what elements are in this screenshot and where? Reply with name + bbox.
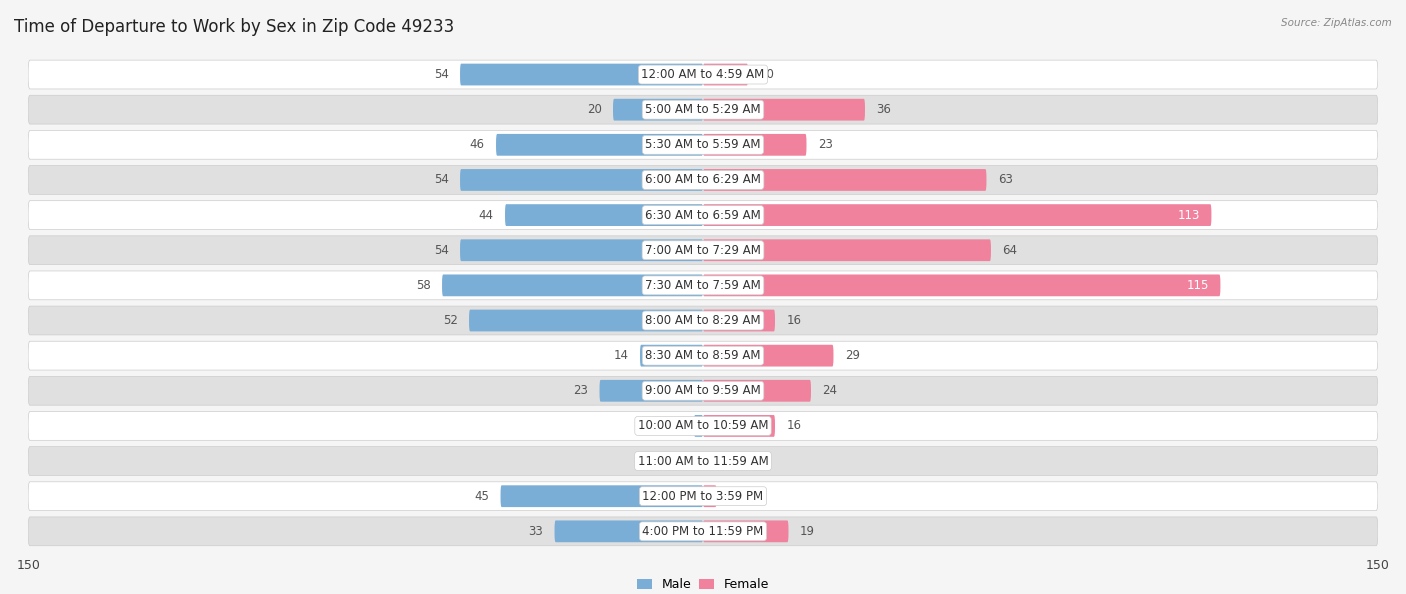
FancyBboxPatch shape [703, 415, 775, 437]
FancyBboxPatch shape [28, 236, 1378, 265]
Text: 58: 58 [416, 279, 430, 292]
FancyBboxPatch shape [695, 415, 703, 437]
Text: 5:30 AM to 5:59 AM: 5:30 AM to 5:59 AM [645, 138, 761, 151]
Text: 11:00 AM to 11:59 AM: 11:00 AM to 11:59 AM [638, 454, 768, 467]
FancyBboxPatch shape [703, 309, 775, 331]
Text: 36: 36 [876, 103, 891, 116]
Text: 19: 19 [800, 525, 814, 538]
Text: 45: 45 [474, 489, 489, 503]
Text: 10:00 AM to 10:59 AM: 10:00 AM to 10:59 AM [638, 419, 768, 432]
Text: 12:00 AM to 4:59 AM: 12:00 AM to 4:59 AM [641, 68, 765, 81]
FancyBboxPatch shape [599, 380, 703, 402]
Text: 9:00 AM to 9:59 AM: 9:00 AM to 9:59 AM [645, 384, 761, 397]
FancyBboxPatch shape [28, 306, 1378, 335]
FancyBboxPatch shape [441, 274, 703, 296]
Text: 54: 54 [434, 244, 449, 257]
Text: 54: 54 [434, 68, 449, 81]
Text: 23: 23 [574, 384, 588, 397]
FancyBboxPatch shape [703, 134, 807, 156]
FancyBboxPatch shape [28, 271, 1378, 300]
FancyBboxPatch shape [703, 169, 987, 191]
Text: 113: 113 [1178, 208, 1201, 222]
FancyBboxPatch shape [470, 309, 703, 331]
FancyBboxPatch shape [703, 380, 811, 402]
Text: 16: 16 [786, 419, 801, 432]
Text: 7:30 AM to 7:59 AM: 7:30 AM to 7:59 AM [645, 279, 761, 292]
Text: 12:00 PM to 3:59 PM: 12:00 PM to 3:59 PM [643, 489, 763, 503]
FancyBboxPatch shape [460, 169, 703, 191]
Text: 0: 0 [714, 454, 721, 467]
FancyBboxPatch shape [28, 131, 1378, 159]
Text: 8:00 AM to 8:29 AM: 8:00 AM to 8:29 AM [645, 314, 761, 327]
Text: 52: 52 [443, 314, 458, 327]
FancyBboxPatch shape [501, 485, 703, 507]
FancyBboxPatch shape [703, 345, 834, 366]
FancyBboxPatch shape [28, 60, 1378, 89]
Text: 3: 3 [728, 489, 735, 503]
Text: 2: 2 [675, 419, 683, 432]
Text: 4:00 PM to 11:59 PM: 4:00 PM to 11:59 PM [643, 525, 763, 538]
Legend: Male, Female: Male, Female [637, 578, 769, 591]
Text: 115: 115 [1187, 279, 1209, 292]
Text: 16: 16 [786, 314, 801, 327]
FancyBboxPatch shape [460, 239, 703, 261]
Text: 44: 44 [479, 208, 494, 222]
FancyBboxPatch shape [703, 239, 991, 261]
FancyBboxPatch shape [703, 204, 1212, 226]
FancyBboxPatch shape [554, 520, 703, 542]
FancyBboxPatch shape [28, 95, 1378, 124]
Text: 10: 10 [759, 68, 775, 81]
FancyBboxPatch shape [28, 341, 1378, 370]
FancyBboxPatch shape [28, 517, 1378, 546]
Text: 0: 0 [685, 454, 692, 467]
Text: 14: 14 [614, 349, 628, 362]
FancyBboxPatch shape [28, 166, 1378, 194]
FancyBboxPatch shape [460, 64, 703, 86]
FancyBboxPatch shape [703, 485, 717, 507]
FancyBboxPatch shape [703, 520, 789, 542]
FancyBboxPatch shape [703, 99, 865, 121]
Text: 7:00 AM to 7:29 AM: 7:00 AM to 7:29 AM [645, 244, 761, 257]
FancyBboxPatch shape [496, 134, 703, 156]
FancyBboxPatch shape [28, 412, 1378, 440]
FancyBboxPatch shape [640, 345, 703, 366]
FancyBboxPatch shape [703, 274, 1220, 296]
Text: 23: 23 [818, 138, 832, 151]
FancyBboxPatch shape [703, 64, 748, 86]
Text: 63: 63 [998, 173, 1012, 187]
FancyBboxPatch shape [28, 201, 1378, 229]
Text: 8:30 AM to 8:59 AM: 8:30 AM to 8:59 AM [645, 349, 761, 362]
Text: 54: 54 [434, 173, 449, 187]
Text: 24: 24 [823, 384, 837, 397]
Text: Source: ZipAtlas.com: Source: ZipAtlas.com [1281, 18, 1392, 28]
Text: Time of Departure to Work by Sex in Zip Code 49233: Time of Departure to Work by Sex in Zip … [14, 18, 454, 36]
FancyBboxPatch shape [613, 99, 703, 121]
Text: 6:30 AM to 6:59 AM: 6:30 AM to 6:59 AM [645, 208, 761, 222]
Text: 6:00 AM to 6:29 AM: 6:00 AM to 6:29 AM [645, 173, 761, 187]
Text: 5:00 AM to 5:29 AM: 5:00 AM to 5:29 AM [645, 103, 761, 116]
Text: 64: 64 [1002, 244, 1017, 257]
Text: 33: 33 [529, 525, 543, 538]
Text: 29: 29 [845, 349, 859, 362]
Text: 20: 20 [586, 103, 602, 116]
FancyBboxPatch shape [28, 482, 1378, 511]
Text: 46: 46 [470, 138, 485, 151]
FancyBboxPatch shape [28, 377, 1378, 405]
FancyBboxPatch shape [505, 204, 703, 226]
FancyBboxPatch shape [28, 447, 1378, 475]
